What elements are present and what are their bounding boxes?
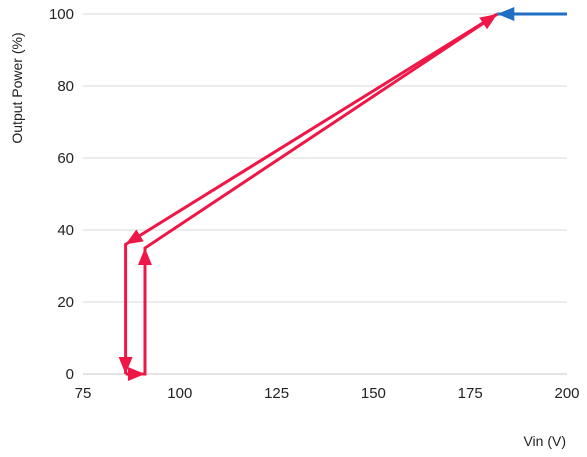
arrowhead-series-1-0 (125, 229, 144, 245)
series-line-2 (125, 12, 499, 376)
tick-labels: 0 20 40 60 80 100 75 100 125 150 175 200 (49, 6, 580, 402)
series-lines (124, 12, 567, 376)
gridlines (83, 13, 567, 375)
x-tick-label: 200 (554, 385, 579, 402)
y-axis-label: Output Power (%) (9, 32, 25, 143)
x-tick-label: 150 (361, 385, 386, 402)
x-tick-label: 100 (167, 385, 192, 402)
x-tick-label: 175 (458, 385, 483, 402)
series-line-1 (124, 12, 499, 374)
arrowhead-series-2-2 (479, 14, 498, 30)
x-tick-label: 125 (264, 385, 289, 402)
arrowhead-series-2-1 (137, 248, 152, 265)
arrowhead-series-2-0 (127, 367, 145, 381)
x-tick-label: 75 (75, 385, 92, 402)
y-tick-label: 100 (49, 6, 74, 23)
arrowhead-series-0-0 (497, 7, 515, 21)
arrowhead-series-1-1 (118, 357, 133, 374)
x-axis-label: Vin (V) (523, 433, 566, 449)
y-tick-label: 0 (66, 366, 74, 383)
y-tick-label: 60 (57, 150, 74, 167)
direction-arrows (118, 7, 515, 381)
y-tick-label: 40 (57, 222, 74, 239)
y-tick-label: 20 (57, 294, 74, 311)
y-tick-label: 80 (57, 78, 74, 95)
